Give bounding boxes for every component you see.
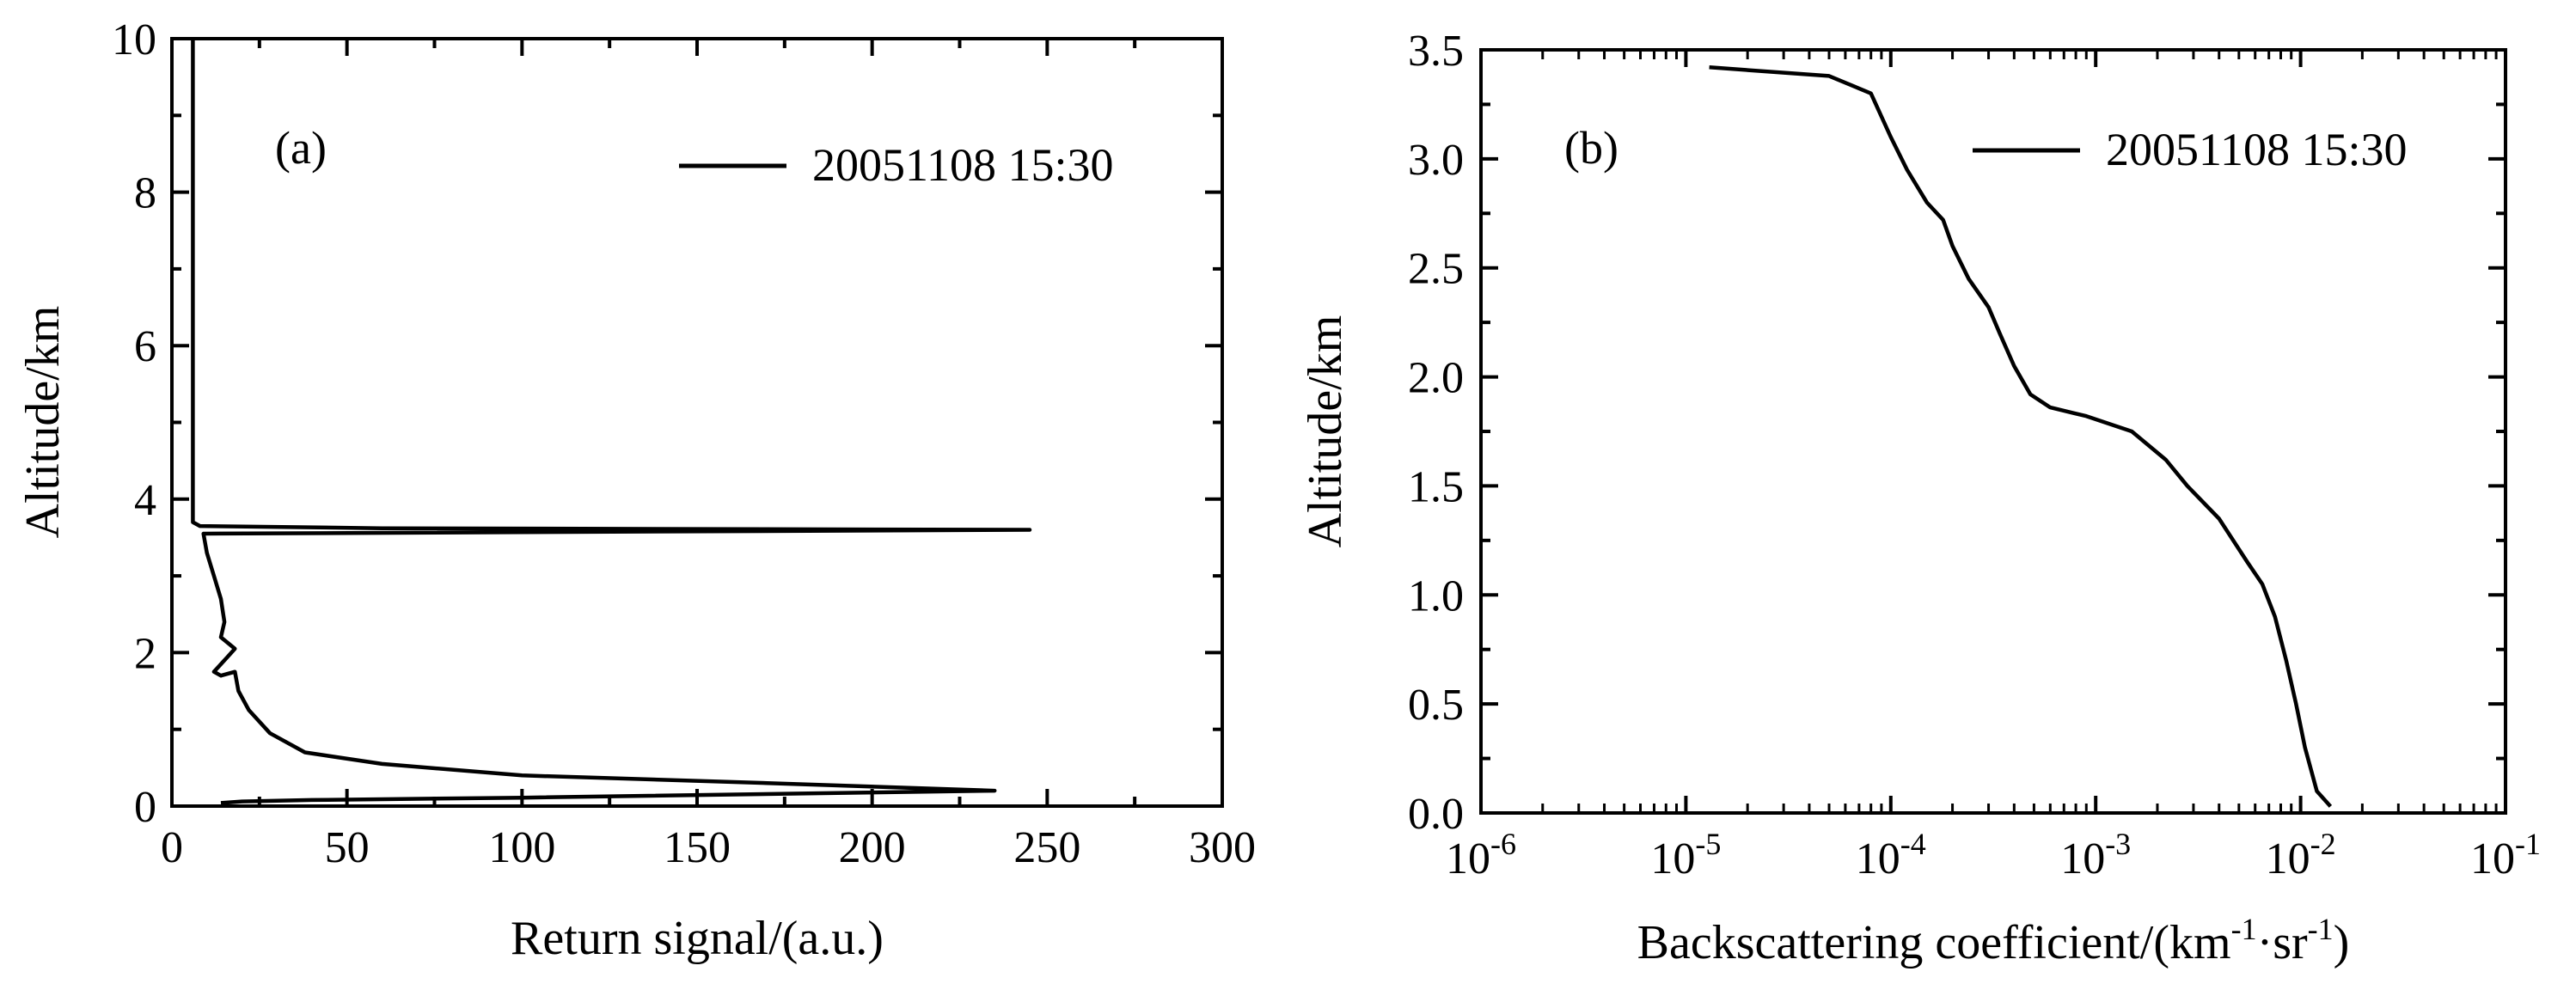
panel-a-x-tick-label: 150 (664, 823, 731, 872)
panel-b-x-tick-label: 10-2 (2266, 827, 2336, 883)
panel-b-x-tick-label: 10-6 (1446, 827, 1516, 883)
panel-a-ticks: 0 50 100 150 200 250 300 0 2 4 6 8 10 (112, 15, 1256, 872)
panel-a-x-tick-label: 250 (1013, 823, 1080, 872)
panel-b-y-tick-label: 2.0 (1408, 354, 1464, 403)
panel-b-x-tick-label: 10-4 (1856, 827, 1926, 883)
panel-a-y-tick-label: 8 (134, 169, 156, 218)
panel-a: 0 50 100 150 200 250 300 0 2 4 6 8 10 (a) 20051108 1… (16, 15, 1256, 965)
panel-a-legend-label: 20051108 15:30 (812, 139, 1114, 191)
panel-a-x-tick-label: 50 (325, 823, 370, 872)
panel-b-y-tick-label: 3.0 (1408, 136, 1464, 185)
panel-a-series-line (191, 39, 1032, 805)
panel-b-x-axis-label: Backscattering coefficient/(km-1·sr-1) (1637, 912, 2350, 969)
panel-a-x-tick-label: 300 (1189, 823, 1256, 872)
panel-a-y-tick-label: 10 (112, 15, 156, 64)
panel-b-y-tick-label: 3.5 (1408, 27, 1464, 76)
panel-a-y-tick-label: 6 (134, 322, 156, 371)
panel-b-x-tick-label: 10-5 (1650, 827, 1721, 883)
panel-a-y-tick-label: 4 (134, 476, 156, 525)
panel-b-y-tick-label: 0.0 (1408, 790, 1464, 839)
panel-b-x-tick-label: 10-1 (2470, 827, 2541, 883)
panel-b-y-tick-label: 1.5 (1408, 462, 1464, 511)
panel-b-ticks: 10-6 10-5 10-4 10-3 10-2 10-1 0.0 0.5 1.0 1.5 2.0 2… (1408, 27, 2541, 883)
panel-a-x-tick-label: 100 (488, 823, 555, 872)
panel-b-plot-frame (1479, 48, 2507, 815)
panel-a-y-tick-label: 2 (134, 629, 156, 678)
panel-a-x-tick-label: 0 (161, 823, 183, 872)
panel-b-y-tick-label: 1.0 (1408, 571, 1464, 620)
panel-a-y-tick-label: 0 (134, 783, 156, 832)
panel-b-y-tick-label: 2.5 (1408, 245, 1464, 294)
panel-a-y-axis-label: Altitude/km (16, 306, 70, 539)
panel-a-plot-frame (170, 37, 1224, 808)
panel-b-y-axis-label: Altitude/km (1299, 315, 1352, 548)
panel-b-y-tick-label: 0.5 (1408, 681, 1464, 730)
panel-b-series-line (1709, 65, 2333, 808)
panel-b-label: (b) (1564, 122, 1618, 174)
panel-a-x-axis-label: Return signal/(a.u.) (511, 912, 884, 965)
panel-b-x-tick-label: 10-3 (2060, 827, 2131, 883)
panel-a-x-tick-label: 200 (839, 823, 906, 872)
panel-a-label: (a) (275, 122, 327, 174)
panel-b: 10-6 10-5 10-4 10-3 10-2 10-1 0.0 0.5 1.0 1.5 2.0 2… (1299, 27, 2541, 969)
panel-b-legend-label: 20051108 15:30 (2106, 124, 2408, 175)
